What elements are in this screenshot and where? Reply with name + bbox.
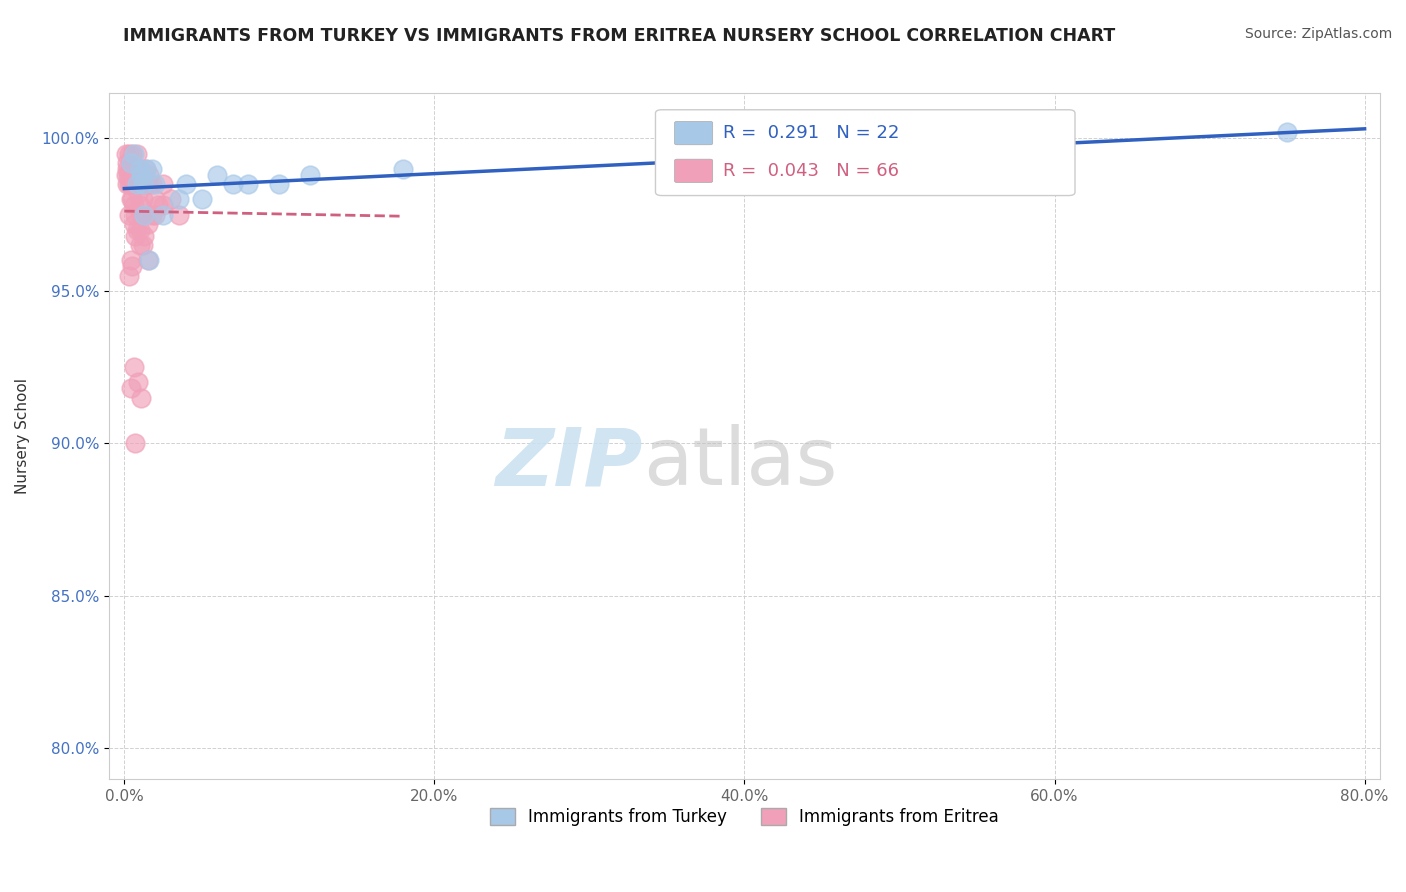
Point	[134, 229, 156, 244]
Point	[121, 146, 143, 161]
Point	[120, 382, 142, 396]
Point	[132, 168, 155, 182]
Point	[138, 253, 160, 268]
Point	[124, 436, 146, 450]
Point	[152, 208, 174, 222]
Point	[222, 177, 245, 191]
Point	[128, 223, 150, 237]
Point	[125, 223, 148, 237]
Text: IMMIGRANTS FROM TURKEY VS IMMIGRANTS FROM ERITREA NURSERY SCHOOL CORRELATION CHA: IMMIGRANTS FROM TURKEY VS IMMIGRANTS FRO…	[122, 27, 1115, 45]
Point	[131, 177, 153, 191]
Point	[134, 177, 156, 191]
Point	[120, 155, 142, 169]
Point	[124, 229, 146, 244]
Point	[118, 177, 141, 191]
Point	[152, 198, 174, 212]
Point	[124, 161, 146, 176]
Point	[143, 208, 166, 222]
Point	[128, 161, 150, 176]
Point	[135, 161, 157, 176]
Point	[122, 217, 145, 231]
Point	[131, 208, 153, 222]
Point	[138, 168, 160, 182]
Point	[118, 268, 141, 283]
Point	[141, 208, 163, 222]
Point	[121, 260, 143, 274]
Point	[115, 168, 138, 182]
Point	[392, 161, 415, 176]
Point	[121, 192, 143, 206]
FancyBboxPatch shape	[675, 121, 713, 145]
Point	[160, 192, 183, 206]
Point	[128, 177, 150, 191]
Point	[127, 168, 149, 182]
Point	[131, 391, 153, 405]
Point	[141, 177, 163, 191]
Point	[132, 238, 155, 252]
Point	[122, 198, 145, 212]
Legend: Immigrants from Turkey, Immigrants from Eritrea: Immigrants from Turkey, Immigrants from …	[484, 801, 1005, 832]
Point	[1275, 125, 1298, 139]
Text: R =  0.043   N = 66: R = 0.043 N = 66	[723, 161, 898, 180]
Point	[121, 161, 143, 176]
Point	[141, 161, 163, 176]
Point	[118, 208, 141, 222]
Point	[167, 208, 190, 222]
Text: atlas: atlas	[643, 425, 837, 502]
Point	[118, 161, 141, 176]
Point	[238, 177, 260, 191]
Point	[125, 177, 148, 191]
Text: ZIP: ZIP	[495, 425, 643, 502]
Point	[132, 177, 155, 191]
Point	[143, 177, 166, 191]
Point	[120, 253, 142, 268]
Point	[136, 253, 159, 268]
FancyBboxPatch shape	[675, 159, 713, 183]
Point	[143, 192, 166, 206]
Point	[128, 161, 150, 176]
Point	[176, 177, 198, 191]
Point	[118, 146, 141, 161]
Point	[152, 177, 174, 191]
Text: R =  0.291   N = 22: R = 0.291 N = 22	[723, 124, 900, 142]
Point	[128, 198, 150, 212]
Point	[124, 177, 146, 191]
Point	[117, 177, 139, 191]
Point	[136, 177, 159, 191]
Point	[124, 208, 146, 222]
Text: Source: ZipAtlas.com: Source: ZipAtlas.com	[1244, 27, 1392, 41]
Point	[121, 168, 143, 182]
Point	[122, 177, 145, 191]
Point	[127, 186, 149, 201]
Point	[122, 360, 145, 375]
Point	[207, 168, 229, 182]
Point	[134, 208, 156, 222]
Point	[117, 168, 139, 182]
Point	[125, 177, 148, 191]
Point	[136, 217, 159, 231]
Point	[125, 146, 148, 161]
Point	[132, 192, 155, 206]
Point	[120, 155, 142, 169]
Point	[127, 161, 149, 176]
Point	[125, 168, 148, 182]
FancyBboxPatch shape	[655, 110, 1076, 195]
Point	[120, 177, 142, 191]
Point	[122, 146, 145, 161]
Point	[117, 161, 139, 176]
Point	[299, 168, 322, 182]
Point	[128, 238, 150, 252]
Y-axis label: Nursery School: Nursery School	[15, 377, 30, 494]
Point	[148, 198, 170, 212]
Point	[269, 177, 291, 191]
Point	[127, 376, 149, 390]
Point	[167, 192, 190, 206]
Point	[191, 192, 214, 206]
Point	[115, 146, 138, 161]
Point	[115, 155, 138, 169]
Point	[120, 192, 142, 206]
Point	[128, 177, 150, 191]
Point	[135, 161, 157, 176]
Point	[131, 168, 153, 182]
